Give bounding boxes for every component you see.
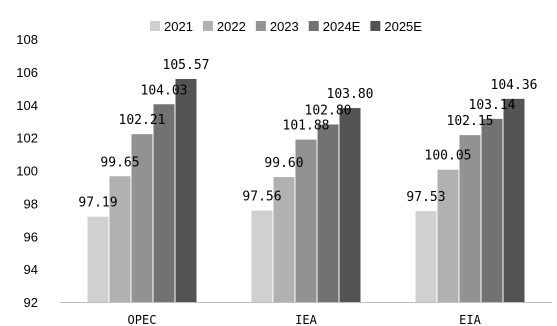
bar-iea-2025e [339, 108, 361, 302]
bar-opec-2021 [87, 216, 109, 302]
bar-eia-2023 [459, 135, 481, 302]
data-label: 104.36 [491, 78, 538, 93]
data-label: 99.60 [264, 156, 303, 171]
y-tick-label: 108 [16, 32, 38, 47]
bar-iea-2021 [251, 210, 273, 302]
data-label: 99.65 [100, 155, 139, 170]
legend-item: 2025E [370, 19, 422, 34]
bar-iea-2023 [295, 139, 317, 302]
data-label: 101.88 [283, 119, 330, 134]
x-tick-label: EIA [459, 313, 481, 326]
bar-opec-2024e [153, 104, 175, 303]
bars [87, 78, 525, 303]
bar-iea-2022 [273, 177, 295, 302]
y-tick-label: 102 [16, 131, 38, 146]
y-tick-label: 98 [24, 196, 38, 211]
legend-label: 2023 [270, 19, 299, 34]
bar-opec-2025e [175, 78, 197, 303]
legend-item: 2022 [202, 19, 246, 34]
legend-swatch [308, 21, 319, 31]
bar-opec-2022 [109, 176, 131, 302]
legend-item: 2023 [255, 19, 299, 34]
y-tick-label: 106 [16, 65, 38, 80]
data-label: 104.03 [141, 83, 188, 98]
data-label: 97.19 [78, 196, 117, 211]
data-label: 105.57 [163, 58, 210, 73]
x-tick-label: OPEC [128, 313, 157, 326]
x-axis: OPEC IEA EIA [60, 302, 552, 326]
data-label: 102.80 [305, 103, 352, 118]
y-tick-label: 92 [24, 295, 38, 310]
data-label: 103.80 [327, 87, 374, 102]
data-label: 102.21 [119, 113, 166, 128]
legend-label: 2021 [164, 19, 193, 34]
y-tick-label: 96 [24, 229, 38, 244]
legend-label: 2024E [323, 19, 361, 34]
bar-eia-2025e [503, 98, 525, 303]
legend-label: 2022 [217, 19, 246, 34]
y-axis: 92 94 96 98 100 102 104 106 108 [16, 32, 38, 310]
data-label: 97.53 [406, 190, 445, 205]
bar-opec-2023 [131, 134, 153, 302]
data-label: 102.15 [447, 114, 494, 129]
data-label: 103.14 [469, 98, 516, 113]
bar-eia-2021 [415, 211, 437, 302]
legend-swatch [255, 21, 266, 31]
data-label: 97.56 [242, 190, 281, 205]
legend-swatch [150, 21, 160, 31]
legend-label: 2025E [384, 19, 422, 34]
x-tick-label: IEA [295, 313, 317, 326]
legend-swatch [370, 21, 381, 31]
y-tick-label: 100 [16, 164, 38, 179]
legend: 2021 2022 2023 2024E 2025E [150, 19, 422, 34]
legend-swatch [202, 21, 213, 31]
bar-eia-2024e [481, 118, 503, 302]
data-labels: 97.19 99.65 102.21 104.03 105.57 97.56 99.60 10… [78, 58, 537, 211]
data-label: 100.05 [425, 149, 472, 164]
bar-eia-2022 [437, 169, 459, 302]
bar-iea-2024e [317, 124, 339, 302]
y-tick-label: 104 [16, 98, 38, 113]
legend-item: 2021 [150, 19, 193, 34]
y-tick-label: 94 [24, 262, 38, 277]
legend-item: 2024E [308, 19, 361, 34]
